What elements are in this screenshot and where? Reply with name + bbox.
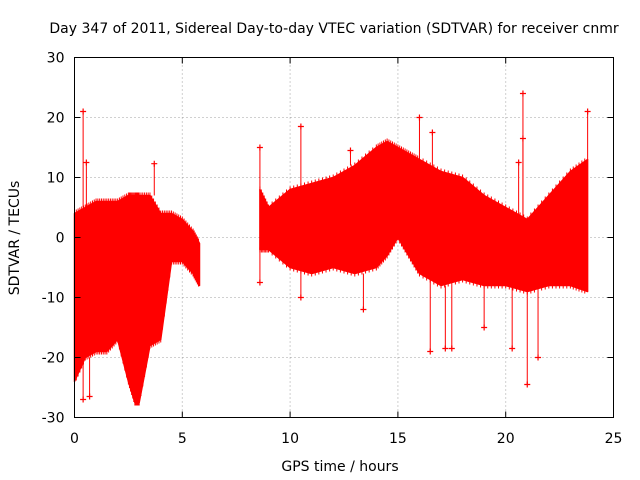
y-tick-label: 30 [47,51,65,67]
sdtvar-outlier-point [442,345,449,352]
sdtvar-outlier-point [80,396,87,403]
sdtvar-outlier-point [360,306,367,313]
chart-title: Day 347 of 2011, Sidereal Day-to-day VTE… [49,21,618,37]
sdtvar-outlier-point [429,129,436,136]
plot-frame [74,57,614,418]
sdtvar-outlier-point [297,294,304,301]
y-tick-label: -20 [42,351,65,367]
sdtvar-outlier-point [481,324,488,331]
sdtvar-band [73,194,201,404]
sdtvar-outlier-point [519,135,526,142]
y-tick-label: -10 [42,291,65,307]
x-tick-label: 15 [389,431,407,447]
x-tick-label: 0 [70,431,79,447]
y-axis-title: SDTVAR / TECUs [7,181,23,296]
sdtvar-outlier-point [416,114,423,121]
sdtvar-outlier-point [515,159,522,166]
sdtvar-band [259,140,589,293]
x-tick-label: 10 [281,431,299,447]
y-tick-label: 0 [56,231,65,247]
sdtvar-outlier-point [448,345,455,352]
y-tick-label: -30 [42,411,65,427]
x-tick-label: 20 [497,431,515,447]
data-layer [73,90,591,406]
sdtvar-outlier-point [297,123,304,130]
sdtvar-outlier-point [524,381,531,388]
sdtvar-outlier-point [80,108,87,115]
sdtvar-outlier-point [151,160,158,167]
sdtvar-outlier-point [509,345,516,352]
sdtvar-outlier-point [347,147,354,154]
x-axis-title: GPS time / hours [281,459,398,475]
sdtvar-outlier-point [519,90,526,97]
sdtvar-outlier-point [584,108,591,115]
y-tick-label: 20 [47,111,65,127]
x-tick-label: 25 [605,431,623,447]
sdtvar-outlier-point [83,159,90,166]
sdtvar-outlier-point [256,144,263,151]
sdtvar-outlier-point [256,279,263,286]
x-tick-label: 5 [178,431,187,447]
sdtvar-outlier-point [535,354,542,361]
sdtvar-outlier-point [427,348,434,355]
sdtvar-outlier-point [86,393,93,400]
y-tick-label: 10 [47,171,65,187]
